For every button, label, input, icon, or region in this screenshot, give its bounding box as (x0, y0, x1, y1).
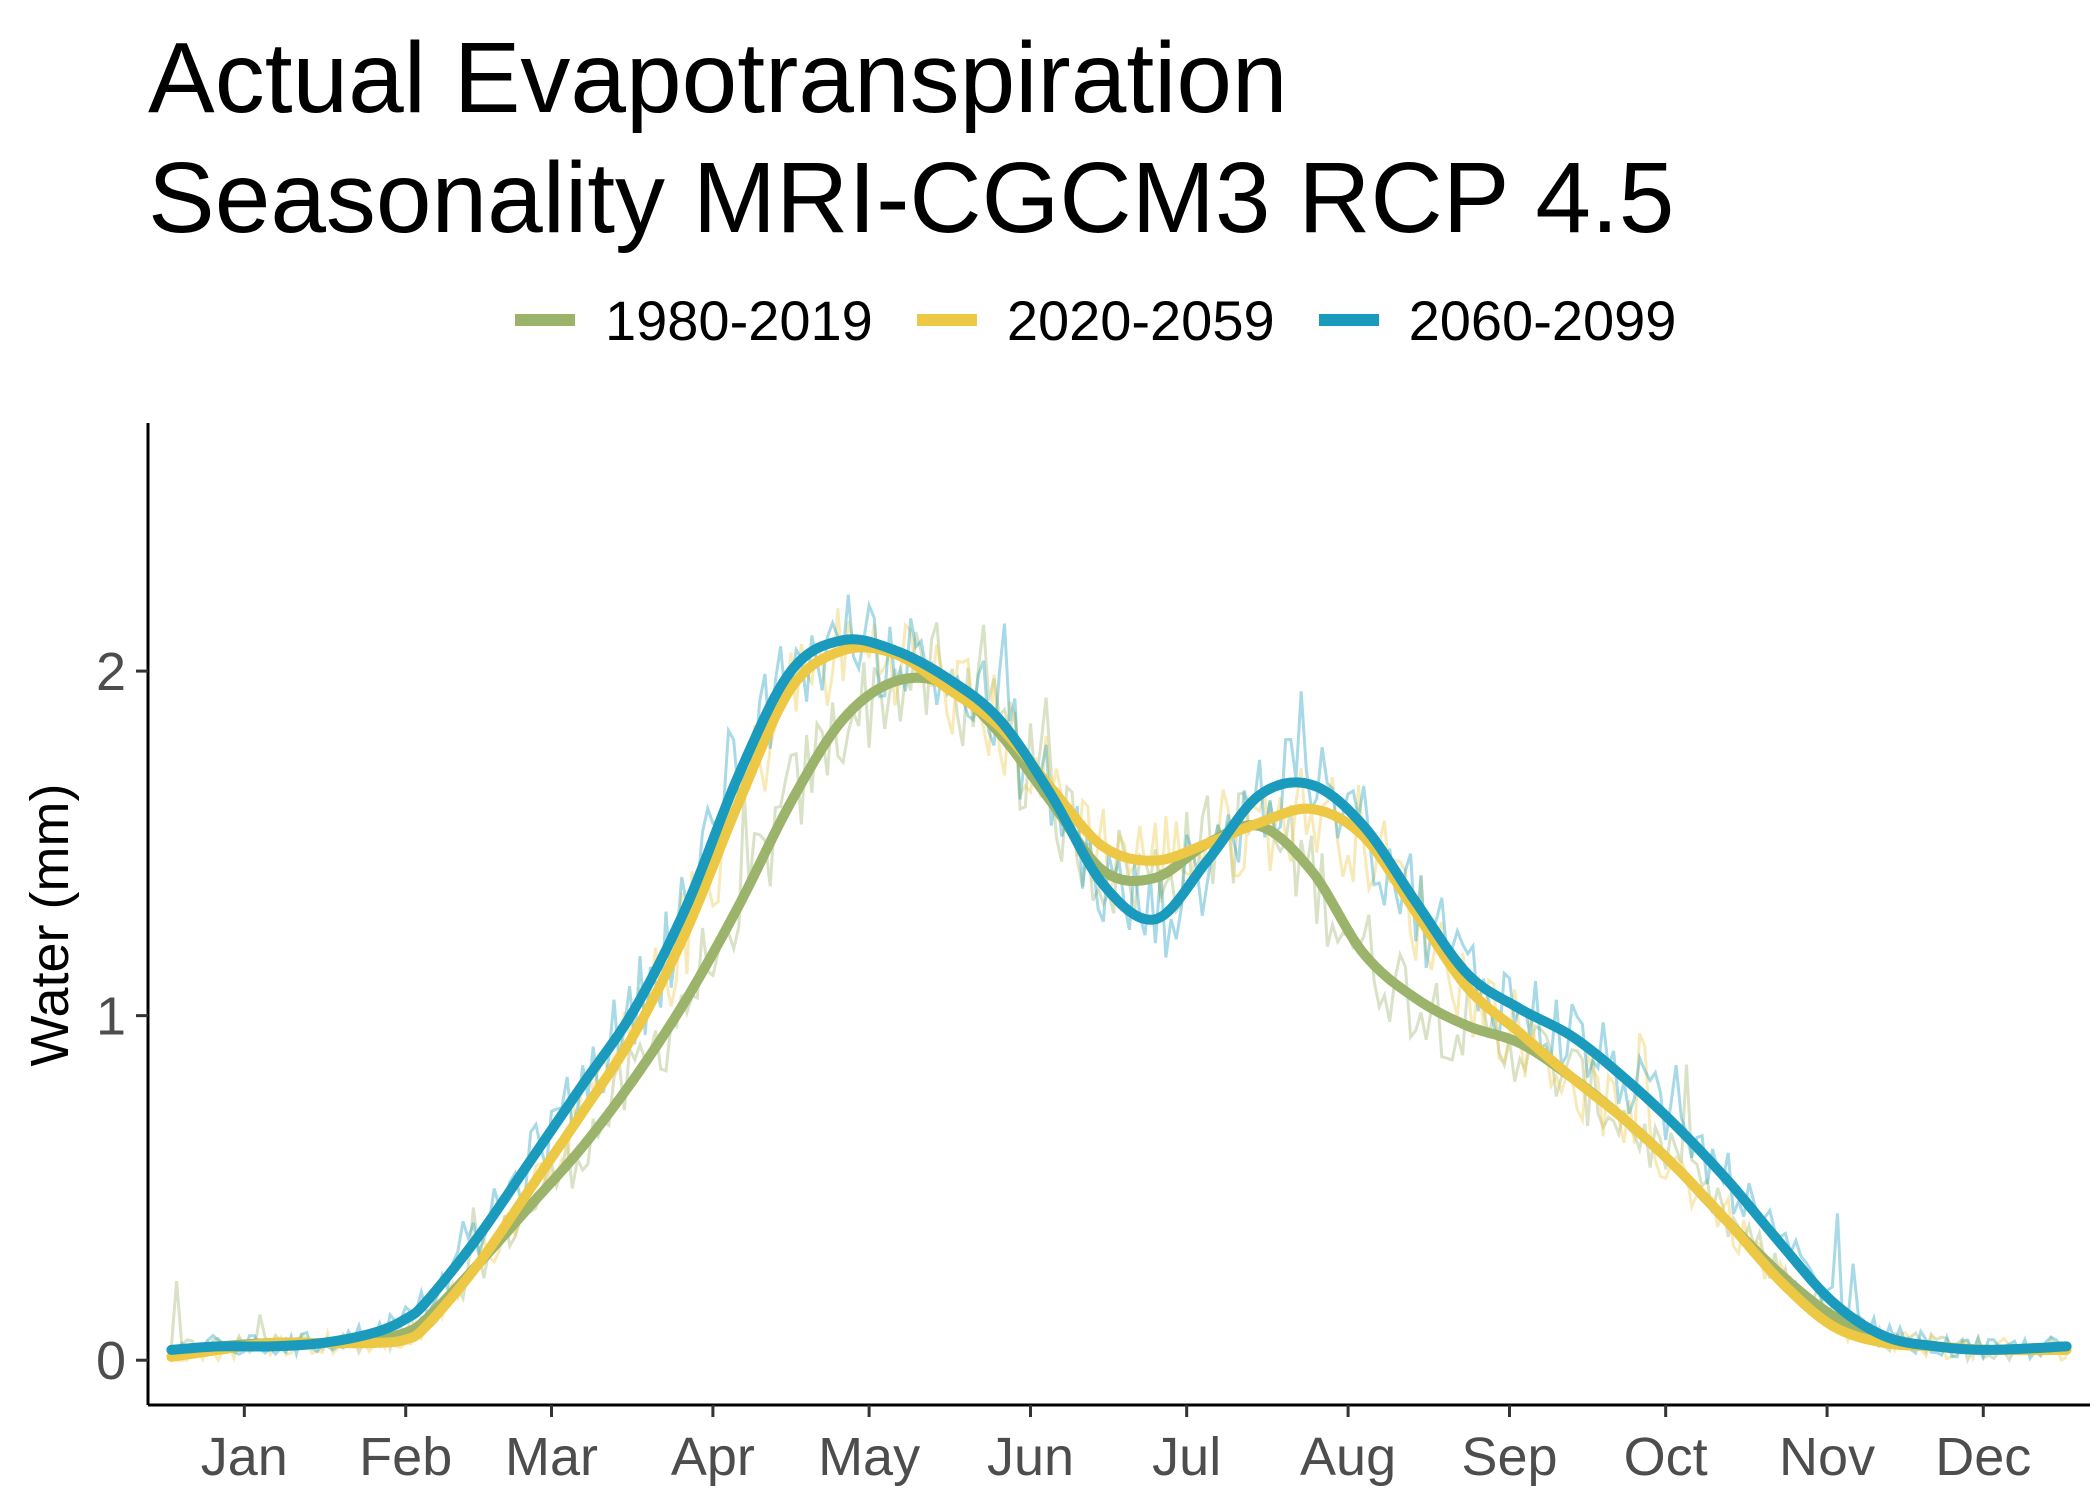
x-tick-label-aug: Aug (1300, 1427, 1396, 1487)
legend-key-2060-2099 (1318, 314, 1379, 326)
legend: 1980-2019 2020-2059 2060-2099 (515, 285, 1720, 355)
chart-title: Actual Evapotranspiration Seasonality MR… (148, 18, 1674, 258)
legend-key-2020-2059 (916, 314, 977, 326)
chart-title-line-1: Actual Evapotranspiration (148, 22, 1288, 134)
smoothed-series-layer (166, 634, 2072, 1362)
legend-label-2060-2099: 2060-2099 (1408, 288, 1677, 352)
legend-item-2020-2059: 2020-2059 (916, 288, 1275, 353)
y-tick-label: 1 (96, 987, 126, 1047)
x-tick-label-sep: Sep (1461, 1427, 1557, 1487)
y-axis-title: Water (mm) (20, 784, 80, 1067)
x-tick-label-may: May (818, 1427, 920, 1487)
x-tick-label-apr: Apr (671, 1427, 755, 1487)
legend-item-1980-2019: 1980-2019 (515, 288, 873, 353)
x-tick-label-feb: Feb (359, 1427, 452, 1487)
legend-label-1980-2019: 1980-2019 (605, 288, 873, 352)
x-tick-label-oct: Oct (1624, 1427, 1708, 1487)
legend-item-2060-2099: 2060-2099 (1318, 288, 1677, 353)
y-tick-label: 0 (96, 1331, 126, 1391)
x-tick-label-jul: Jul (1152, 1427, 1221, 1487)
x-tick-label-nov: Nov (1779, 1427, 1875, 1487)
series-line-2060-2099 (166, 634, 2072, 1355)
axes: 0 1 2 Jan Feb Mar Apr May Jun Jul Aug Sep Oct Nov Dec (96, 423, 2090, 1487)
x-tick-label-jun: Jun (987, 1427, 1074, 1487)
y-tick-label: 2 (96, 642, 126, 702)
x-tick-label-jan: Jan (201, 1427, 288, 1487)
x-tick-label-dec: Dec (1935, 1427, 2031, 1487)
legend-key-1980-2019 (515, 314, 575, 326)
x-tick-label-mar: Mar (505, 1427, 598, 1487)
chart-title-line-2: Seasonality MRI-CGCM3 RCP 4.5 (148, 142, 1675, 254)
legend-label-2020-2059: 2020-2059 (1006, 288, 1275, 352)
